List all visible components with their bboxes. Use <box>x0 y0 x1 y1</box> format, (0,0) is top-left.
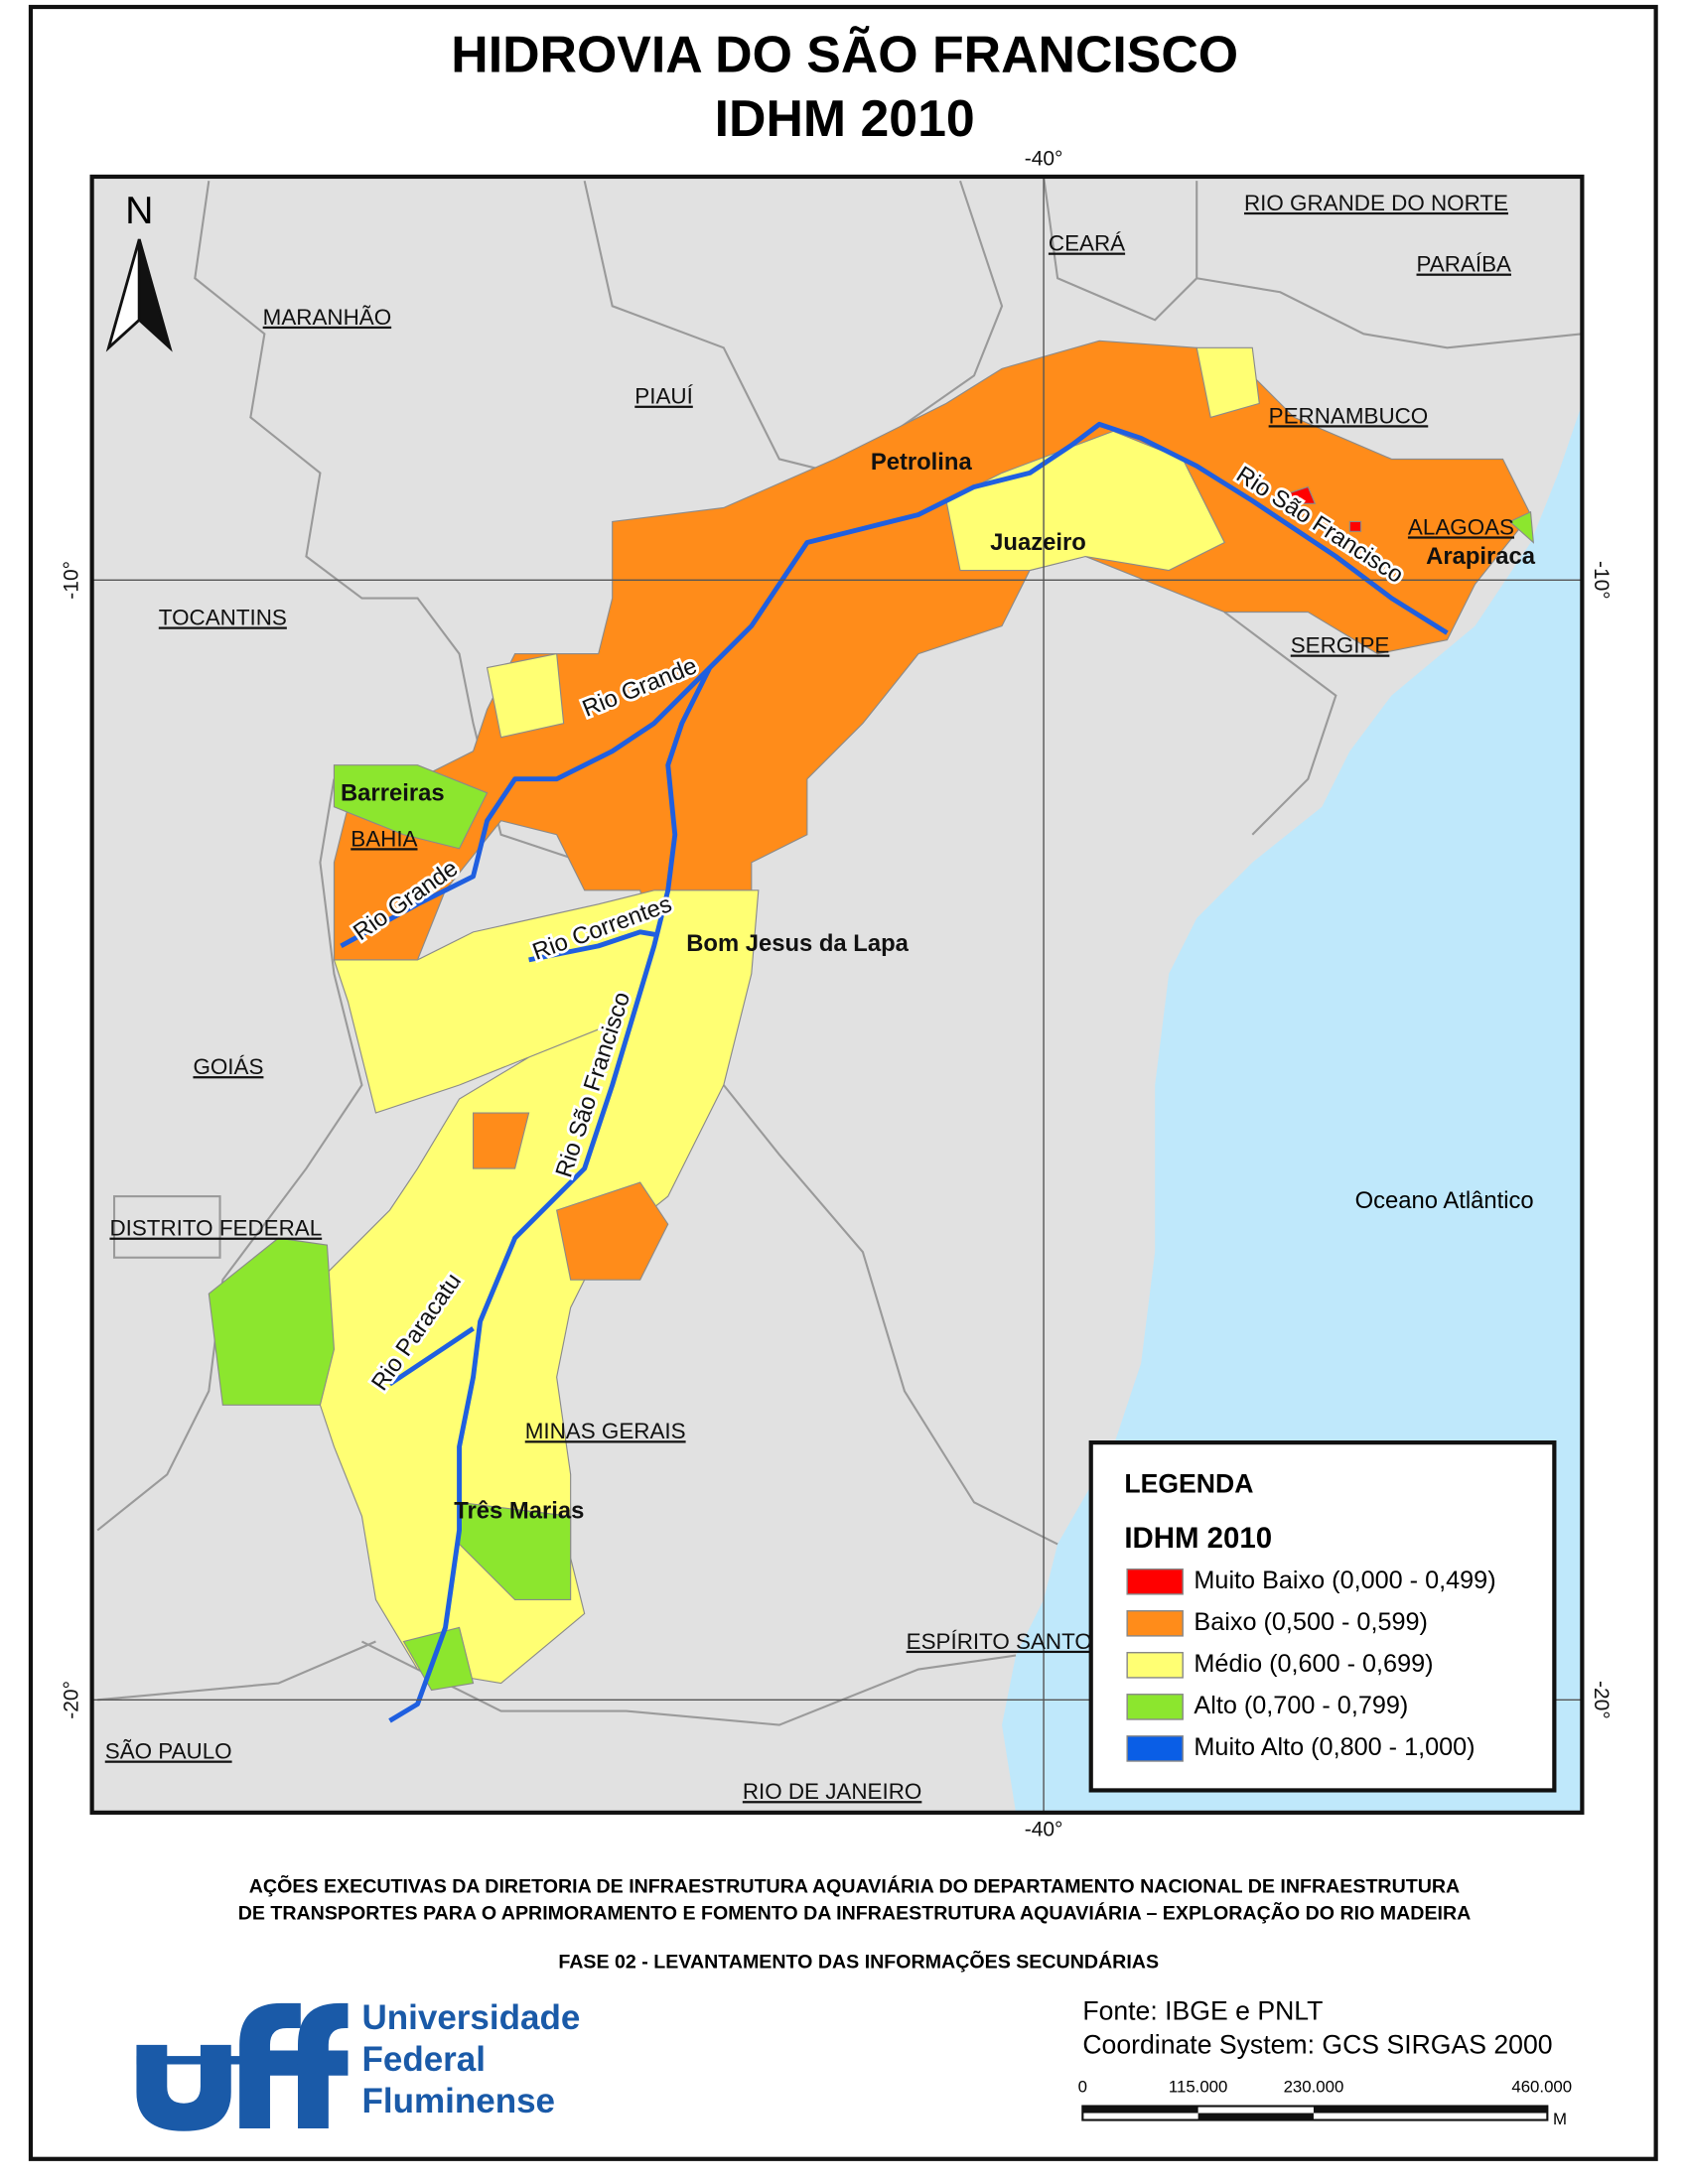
region <box>402 1626 475 1692</box>
river <box>388 1326 475 1387</box>
border <box>583 180 1004 475</box>
legend-subtitle: IDHM 2010 <box>1124 1522 1272 1555</box>
river <box>340 665 712 949</box>
state-label: MARANHÃO <box>263 305 391 330</box>
source: Coordinate System: GCS SIRGAS 2000 <box>1082 2029 1552 2059</box>
region <box>473 1112 530 1169</box>
legend-swatch <box>1126 1568 1184 1595</box>
region <box>333 340 1532 1003</box>
state-label: PERNAMBUCO <box>1269 403 1429 428</box>
state-label: SÃO PAULO <box>105 1739 232 1764</box>
legend-label: Alto (0,700 - 0,799) <box>1194 1692 1408 1719</box>
state-label: GOIÁS <box>193 1054 263 1079</box>
city-label: Juazeiro <box>990 529 1086 556</box>
map-frame <box>89 174 1585 1815</box>
region <box>1286 485 1317 504</box>
ocean-label: Oceano Atlântico <box>1355 1187 1534 1214</box>
state-borders <box>96 176 1583 1726</box>
city-label: Arapiraca <box>1426 543 1536 570</box>
graticule-label: -40° <box>1025 148 1063 171</box>
border <box>1043 176 1198 322</box>
logo-text: Federal <box>361 2040 486 2079</box>
region <box>555 1181 669 1281</box>
city-label: Três Marias <box>454 1497 584 1524</box>
legend-swatch <box>1126 1694 1184 1720</box>
region <box>1348 520 1362 532</box>
graticule-label: -20° <box>61 1681 83 1719</box>
graticule-label: -20° <box>1590 1681 1613 1719</box>
logo-f <box>239 2002 301 2128</box>
region <box>305 889 760 1685</box>
logo-text: Universidade <box>361 1998 580 2037</box>
scale-bar: 0 115.000 230.000 460.000 M <box>1078 2078 1572 2128</box>
legend-label: Médio (0,600 - 0,699) <box>1194 1650 1433 1678</box>
river <box>528 929 657 963</box>
logo-f <box>298 2002 349 2128</box>
scale-label: 230.000 <box>1284 2078 1344 2097</box>
border <box>97 1640 376 1702</box>
graticule-label: -10° <box>61 561 83 600</box>
legend-swatch <box>1126 1609 1184 1637</box>
legend-swatch <box>1126 1652 1184 1679</box>
source: Fonte: IBGE e PNLT <box>1082 1996 1323 2026</box>
state-label: MINAS GERAIS <box>525 1419 686 1443</box>
border <box>1223 611 1337 836</box>
municipalities <box>208 340 1535 1692</box>
scale-label: 0 <box>1078 2078 1087 2097</box>
logo-u <box>136 2044 231 2131</box>
footer-line: DE TRANSPORTES PARA O APRIMORAMENTO E FO… <box>238 1901 1472 1924</box>
graticule-label: -10° <box>1590 561 1613 600</box>
footer-line: AÇÕES EXECUTIVAS DA DIRETORIA DE INFRAES… <box>249 1874 1460 1898</box>
region <box>1508 510 1535 544</box>
border <box>96 778 363 1532</box>
border <box>1196 277 1583 349</box>
region <box>486 652 565 739</box>
logo-bar <box>136 2056 346 2065</box>
region <box>208 1237 335 1406</box>
legend-label: Muito Baixo (0,000 - 0,499) <box>1194 1567 1495 1594</box>
df-border <box>112 1195 221 1259</box>
state-label: TOCANTINS <box>159 605 287 629</box>
page-border <box>28 4 1658 2161</box>
scale-segment <box>1197 2113 1314 2120</box>
city-label: Barreiras <box>341 779 445 806</box>
footer-phase: FASE 02 - LEVANTAMENTO DAS INFORMAÇÕES S… <box>558 1949 1159 1973</box>
north-label: N <box>125 189 153 232</box>
graticule-label: -40° <box>1025 1819 1063 1842</box>
legend-swatch <box>1126 1735 1184 1762</box>
legend: LEGENDA IDHM 2010 Muito Baixo (0,000 - 0… <box>1088 1440 1557 1793</box>
state-label: ALAGOAS <box>1408 514 1514 539</box>
city-label: Petrolina <box>871 449 973 476</box>
rivers <box>340 421 1449 1723</box>
state-label: RIO DE JANEIRO <box>743 1779 922 1804</box>
scale-unit: M <box>1553 2110 1567 2128</box>
river <box>388 421 1449 1723</box>
state-label: CEARÁ <box>1049 231 1125 256</box>
logo-text: Fluminense <box>361 2082 555 2120</box>
logo: Universidade Federal Fluminense <box>136 1998 580 2131</box>
legend-title: LEGENDA <box>1124 1469 1253 1499</box>
scale-label: 460.000 <box>1511 2078 1572 2097</box>
state-label: PARAÍBA <box>1417 252 1512 277</box>
state-label: PIAUÍ <box>634 384 693 409</box>
title: IDHM 2010 <box>715 89 975 147</box>
state-label: BAHIA <box>351 826 417 851</box>
title: HIDROVIA DO SÃO FRANCISCO <box>451 26 1238 83</box>
north-arrow <box>137 238 173 352</box>
state-label: ESPÍRITO SANTO <box>907 1629 1092 1654</box>
border <box>722 1084 1058 1546</box>
scale-segment <box>1313 2106 1548 2114</box>
state-label: RIO GRANDE DO NORTE <box>1244 191 1508 215</box>
region <box>333 764 489 850</box>
legend-label: Baixo (0,500 - 0,599) <box>1194 1608 1428 1636</box>
state-label: DISTRITO FEDERAL <box>109 1216 322 1241</box>
state-label: SERGIPE <box>1291 633 1390 658</box>
scale-segment <box>1082 2106 1198 2114</box>
legend-label: Muito Alto (0,800 - 1,000) <box>1194 1733 1475 1761</box>
city-label: Bom Jesus da Lapa <box>686 930 909 957</box>
scale-label: 115.000 <box>1169 2078 1227 2097</box>
region <box>1196 346 1260 419</box>
